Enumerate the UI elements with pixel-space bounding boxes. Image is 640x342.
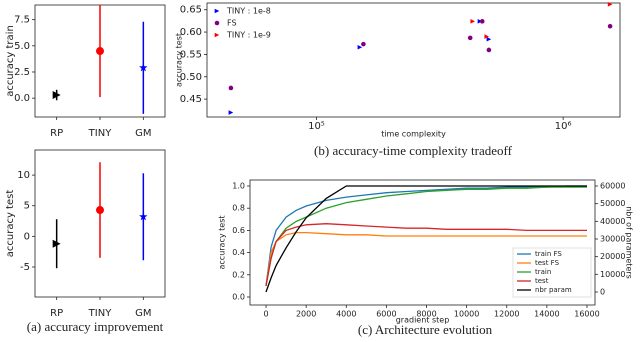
y-tick-label: 5 [24, 201, 30, 212]
y-tick-label: 0.55 [180, 49, 202, 60]
line [265, 186, 587, 287]
y-axis-label: accuracy train [5, 25, 16, 97]
marker [357, 44, 363, 50]
marker [139, 63, 148, 72]
marker [139, 212, 148, 221]
legend-label: train [535, 268, 551, 276]
y2-tick-label: 10000 [600, 270, 625, 279]
legend-label: train FS [535, 250, 562, 258]
y2-axis-label: nbr of parameters [625, 206, 634, 279]
x-tick-label: 14000 [534, 310, 559, 319]
marker [52, 239, 61, 248]
axes-frame [206, 2, 621, 118]
marker [484, 34, 490, 39]
y-tick-label: 0.4 [232, 248, 245, 257]
legend-label: TINY : 1e-8 [226, 7, 271, 16]
line [265, 231, 587, 286]
x-tick-label: 0 [263, 310, 268, 319]
y2-tick-label: 0 [600, 287, 605, 296]
caption: (a) accuracy improvement [27, 319, 164, 334]
y-axis-label: accuracy test [175, 33, 184, 87]
marker [607, 23, 613, 29]
legend-label: FS [227, 19, 237, 28]
y-tick-label: 0 [24, 231, 30, 242]
x-tick-label: RP [50, 308, 63, 319]
marker [214, 32, 220, 38]
line [265, 185, 587, 293]
y2-tick-label: 50000 [600, 199, 625, 208]
y-tick-label: 0.0 [14, 93, 30, 104]
y-tick-label: 0.50 [180, 72, 202, 83]
x-tick-label: GM [135, 308, 151, 319]
line [265, 185, 587, 286]
x-tick-label: 10000 [454, 310, 479, 319]
y-axis-label: accuracy test [218, 216, 227, 270]
x-tick-label: 4000 [336, 310, 356, 319]
y-tick-label: 0.45 [180, 94, 202, 105]
marker [96, 47, 104, 56]
marker [228, 110, 234, 115]
x-axis-label: time complexity [381, 130, 446, 139]
y2-tick-label: 40000 [600, 217, 625, 226]
x-tick-label: 16000 [574, 310, 599, 319]
x-tick-label: 12000 [494, 310, 519, 319]
legend-label: test [535, 277, 549, 285]
marker [228, 85, 234, 91]
y-tick-label: -5 [20, 262, 30, 273]
marker [486, 36, 492, 42]
y-tick-label: 1.0 [232, 181, 245, 190]
marker [361, 41, 366, 47]
marker [52, 91, 61, 100]
axes-frame [249, 179, 596, 306]
marker [470, 19, 476, 24]
marker [214, 20, 220, 26]
legend-label: TINY : 1e-9 [226, 31, 271, 40]
x-tick-label: 2000 [296, 310, 316, 319]
x-tick-label: TINY [88, 128, 113, 139]
y-tick-label: 0.8 [232, 204, 245, 213]
x-tick-label: 10⁶ [555, 121, 572, 132]
legend-label: test FS [535, 259, 560, 267]
y2-tick-label: 30000 [600, 235, 625, 244]
marker [479, 19, 485, 24]
y2-tick-label: 20000 [600, 252, 625, 261]
y-tick-label: 7.5 [14, 15, 30, 26]
line [265, 223, 587, 287]
x-tick-label: TINY [88, 308, 113, 319]
marker [96, 206, 104, 215]
y-axis-label: accuracy test [5, 190, 16, 258]
y-tick-label: 0.0 [232, 293, 245, 302]
y-tick-label: 10 [17, 170, 30, 181]
y-tick-label: 0.2 [232, 270, 245, 279]
x-tick-label: 8000 [416, 310, 436, 319]
marker [477, 19, 483, 24]
y-tick-label: 0.60 [180, 27, 202, 38]
y-tick-label: 0.6 [232, 226, 245, 235]
caption: (b) accuracy-time complexity tradeoff [314, 143, 513, 158]
x-tick-label: 6000 [376, 310, 396, 319]
y-tick-label: 0.65 [180, 5, 202, 16]
y-tick-label: 5.0 [14, 41, 30, 52]
x-tick-label: GM [135, 128, 151, 139]
y2-tick-label: 60000 [600, 182, 625, 191]
legend-label: nbr param [535, 286, 572, 294]
marker [607, 2, 613, 7]
x-axis-label: gradient step [396, 316, 450, 325]
x-tick-label: RP [50, 128, 63, 139]
marker [214, 8, 220, 14]
caption: (c) Architecture evolution [358, 322, 493, 337]
y-tick-label: 2.5 [14, 67, 30, 78]
x-tick-label: 10⁵ [308, 121, 325, 132]
marker [486, 47, 492, 53]
marker [467, 35, 473, 41]
